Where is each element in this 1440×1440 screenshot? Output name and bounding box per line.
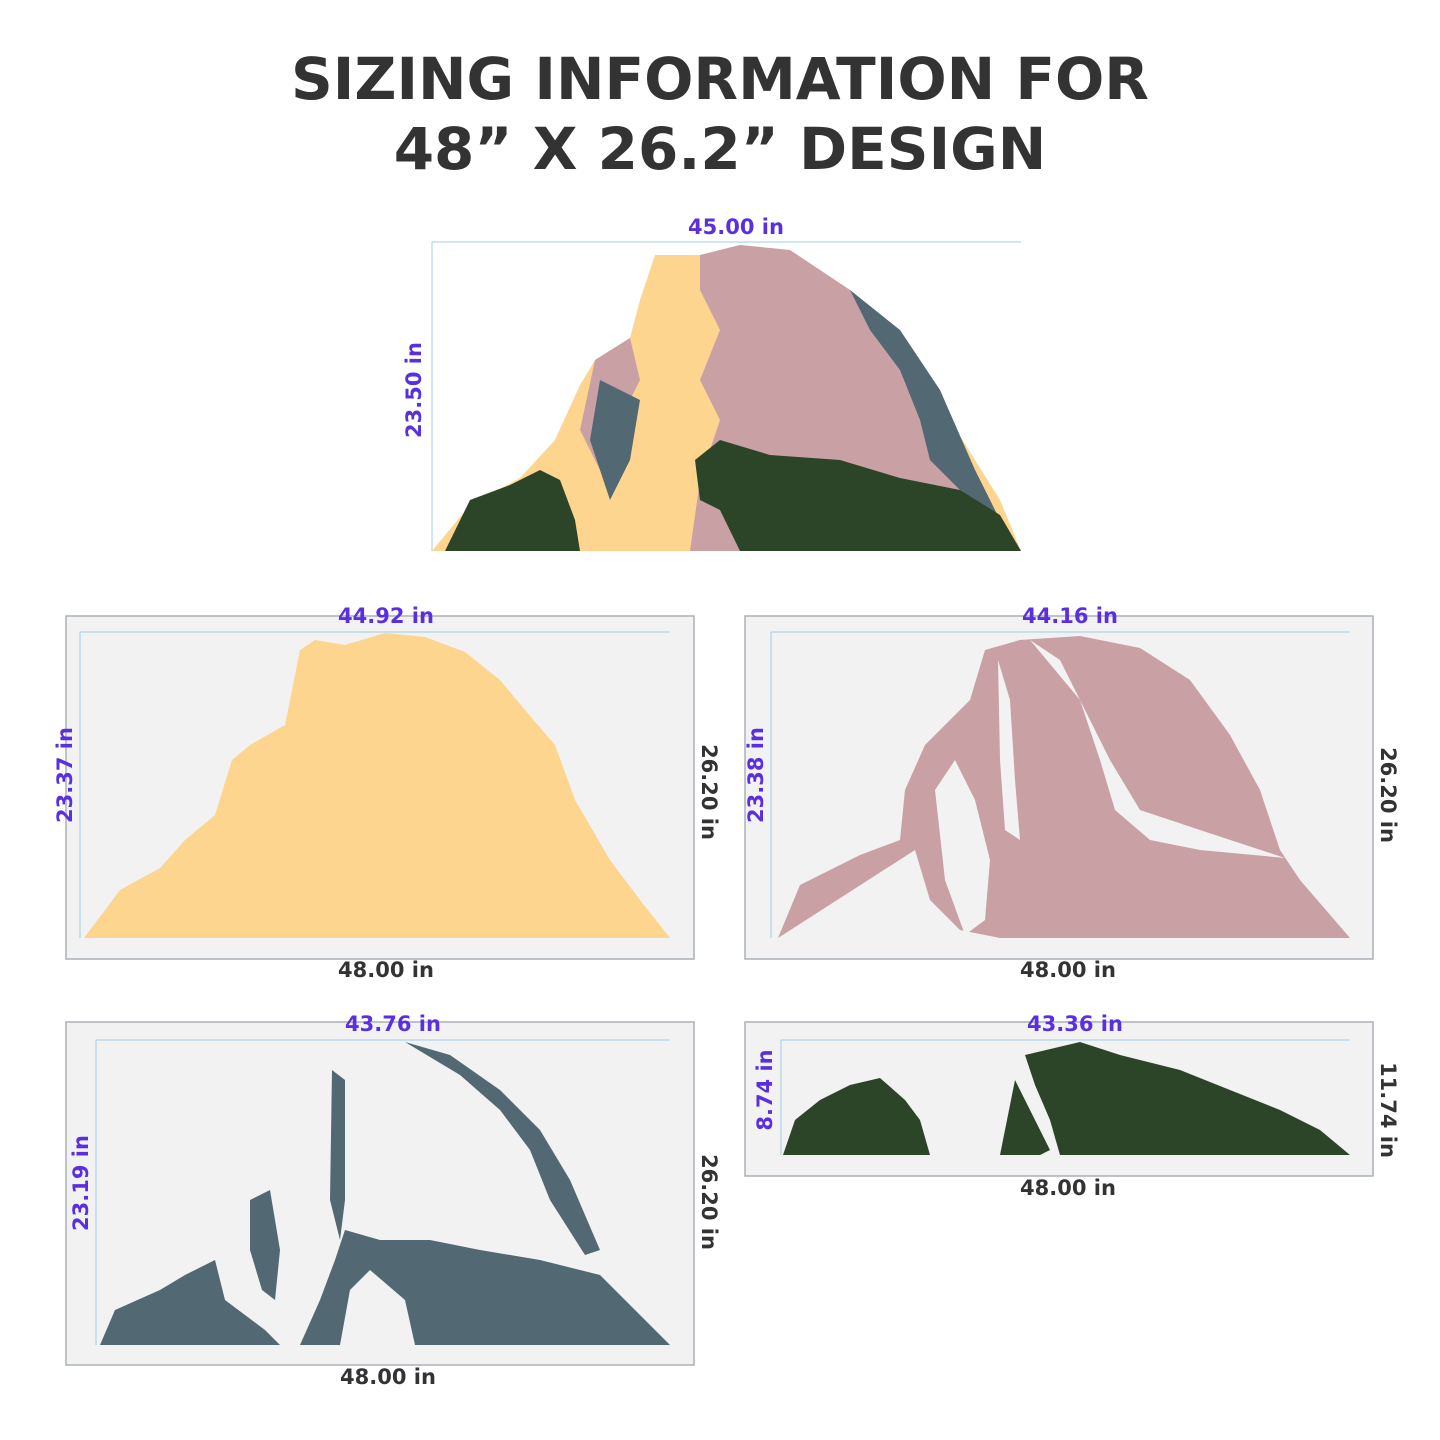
- composite-design: [431, 241, 1021, 551]
- sheet-height-label: 26.20 in: [697, 744, 721, 840]
- layer-shape: [778, 636, 1350, 938]
- layer-shape: [783, 1078, 930, 1155]
- title-line: 48” X 26.2” DESIGN: [394, 115, 1047, 183]
- title-line: SIZING INFORMATION FOR: [291, 45, 1149, 113]
- width-label: 45.00 in: [688, 215, 784, 239]
- height-label: 23.37 in: [53, 727, 77, 823]
- height-label: 23.38 in: [744, 727, 768, 823]
- sheet-height-label: 26.20 in: [697, 1154, 721, 1250]
- width-label: 43.76 in: [345, 1012, 441, 1036]
- height-label: 23.50 in: [402, 342, 426, 438]
- width-label: 44.16 in: [1022, 604, 1118, 628]
- sheet-width-label: 48.00 in: [338, 958, 434, 982]
- sheet-width-label: 48.00 in: [340, 1365, 436, 1389]
- width-label: 44.92 in: [338, 604, 434, 628]
- height-label: 8.74 in: [753, 1049, 777, 1130]
- sheet-height-label: 11.74 in: [1376, 1062, 1400, 1158]
- sheet-width-label: 48.00 in: [1020, 958, 1116, 982]
- height-label: 23.19 in: [69, 1135, 93, 1231]
- sheet-height-label: 26.20 in: [1376, 747, 1400, 843]
- width-label: 43.36 in: [1027, 1012, 1123, 1036]
- layer-shape: [100, 1260, 280, 1345]
- layer-shape: [84, 633, 670, 938]
- sheet-width-label: 48.00 in: [1020, 1176, 1116, 1200]
